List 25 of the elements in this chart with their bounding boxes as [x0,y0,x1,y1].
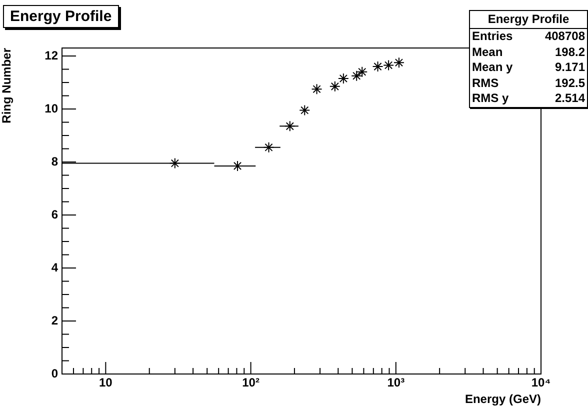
annotation: Mean [472,44,503,60]
x-tick-label: 10 [99,376,113,390]
x-axis-title: Energy (GeV) [464,392,541,406]
y-tick-label: 6 [51,207,58,222]
y-axis-title: Ring Number [0,48,14,124]
y-tick-label: 0 [51,366,58,380]
text: 408708 [544,29,585,44]
text: 192.5 [554,76,585,91]
text: 198.2 [554,44,585,60]
x-tick-label: 10³ [387,376,405,390]
y-tick-label: 2 [51,313,58,328]
x-tick-label: 10⁴ [531,376,551,390]
annotation: RMS [472,76,499,91]
x-tick-label: 10² [242,376,260,390]
annotation: Mean y [472,60,513,76]
y-tick-label: 10 [44,101,58,116]
text: Energy Profile [470,11,587,29]
text: Entries [472,29,513,44]
annotation: RMS y [472,91,509,106]
text: 2.514 [554,91,585,106]
y-tick-label: 4 [51,260,58,274]
chart-title: Energy Profile [3,5,119,28]
y-tick-label: 12 [44,48,58,62]
y-tick-label: 8 [51,154,58,168]
text: 9.171 [554,60,585,76]
